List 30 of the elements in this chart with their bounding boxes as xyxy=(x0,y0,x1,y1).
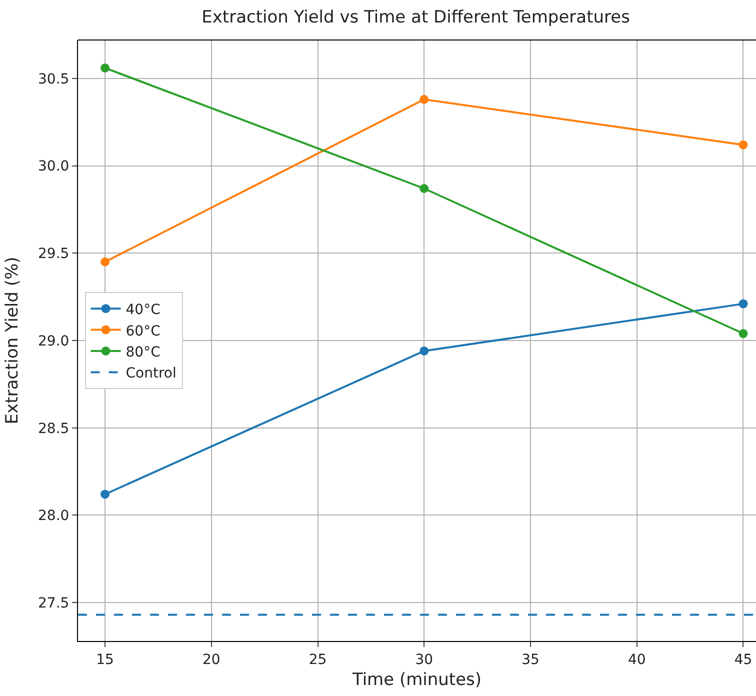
point xyxy=(100,63,110,72)
point xyxy=(100,257,110,266)
legend-label: 80°C xyxy=(126,344,161,360)
point xyxy=(420,346,429,356)
y-axis-title: Extraction Yield (%) xyxy=(2,256,23,424)
x-axis-title: Time (minutes) xyxy=(351,670,482,690)
x-tick-label: 15 xyxy=(96,652,114,668)
x-tick-label: 45 xyxy=(734,652,752,668)
y-tick-label: 29.5 xyxy=(38,246,70,262)
x-tick-label: 35 xyxy=(522,652,540,668)
y-tick-label: 28.5 xyxy=(38,420,70,437)
x-tick-label: 40 xyxy=(628,652,646,668)
point xyxy=(420,184,429,193)
legend-label: 60°C xyxy=(126,323,161,340)
y-tick-label: 27.5 xyxy=(38,595,70,612)
legend-label: 40°C xyxy=(126,302,161,318)
y-tick-label: 29.0 xyxy=(38,333,70,350)
point xyxy=(738,329,748,338)
legend-label: Control xyxy=(126,366,176,382)
y-tick-label: 30.0 xyxy=(38,158,70,175)
point xyxy=(100,490,110,499)
x-tick-label: 25 xyxy=(308,652,327,668)
x-tick-label: 20 xyxy=(202,652,220,668)
point xyxy=(738,140,748,150)
point xyxy=(420,94,429,104)
y-tick-label: 30.5 xyxy=(38,71,70,88)
y-tick-label: 28.0 xyxy=(38,508,70,524)
point xyxy=(738,299,748,308)
x-tick-label: 30 xyxy=(415,652,434,668)
chart-title: Extraction Yield vs Time at Different Temperatures xyxy=(202,7,630,28)
